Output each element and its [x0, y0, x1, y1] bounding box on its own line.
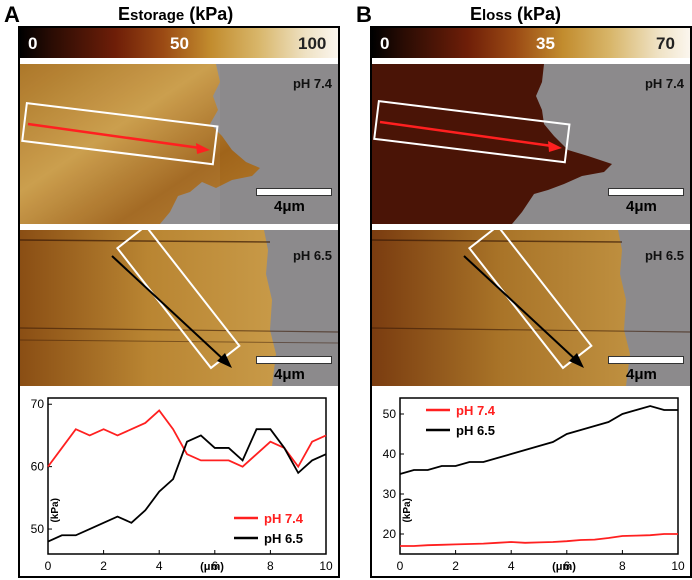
panel-title-b: Eloss (kPa)	[470, 4, 561, 25]
colorbar-loss-mid: 35	[536, 34, 555, 53]
title-b-unit: (kPa)	[512, 4, 562, 24]
scale-bar-storage-ph65	[256, 356, 332, 364]
y-tick-label: 20	[383, 527, 397, 541]
afm-image-storage-ph74: pH 7.4 4μm	[20, 64, 338, 224]
chart-loss: 0 2 4 6 8 10 20 30 40 50 (μm) (kPa) pH 7.4 pH 6.5	[383, 397, 685, 573]
cell-region-storage-ph74	[20, 64, 260, 224]
series-line-ph74	[47, 409, 327, 469]
panel-letter-a: A	[4, 2, 20, 27]
legend-label: pH 6.5	[456, 423, 495, 438]
plot-area	[47, 397, 327, 555]
profile-arrow-storage-ph74	[27, 122, 210, 154]
x-tick-label: 0	[397, 559, 404, 573]
x-tick-label: 10	[671, 559, 685, 573]
colorbar-storage-labels: 0 50 100	[20, 28, 338, 58]
x-tick-label: 6	[211, 559, 218, 573]
y-tick-label: 60	[31, 460, 45, 474]
colorbar-storage	[20, 28, 338, 58]
x-tick-label: 6	[563, 559, 570, 573]
x-axis-label: (μm)	[552, 561, 576, 573]
colorbar-loss-labels: 0 35 70	[372, 28, 690, 58]
title-a-unit: (kPa)	[184, 4, 234, 24]
scale-bar-storage-ph74	[256, 188, 332, 196]
legend-label: pH 6.5	[264, 531, 303, 546]
colorbar-loss-min: 0	[380, 34, 390, 53]
scale-label-storage-ph74: 4μm	[274, 198, 305, 215]
title-b-sub: loss	[482, 7, 513, 24]
title-a-sub: storage	[130, 7, 185, 24]
panel-letter-b: B	[356, 2, 372, 27]
cell-region-storage-ph65	[20, 230, 338, 386]
series-line-ph74	[400, 533, 678, 547]
x-tick-label: 0	[45, 559, 52, 573]
label-ph74-storage: pH 7.4	[292, 76, 332, 91]
colorbar-loss	[372, 28, 690, 58]
y-axis-label: (kPa)	[402, 498, 413, 522]
scale-label-storage-ph65: 4μm	[274, 366, 305, 383]
afm-image-loss-ph74: pH 7.4 4μm	[372, 64, 690, 224]
profile-arrow-storage-ph65	[111, 255, 232, 368]
x-tick-label: 10	[319, 559, 333, 573]
x-tick-label: 8	[267, 559, 274, 573]
y-tick-label: 30	[383, 487, 397, 501]
panel-title-a: Estorage (kPa)	[118, 4, 233, 25]
x-tick-label: 4	[508, 559, 515, 573]
y-tick-label: 70	[31, 397, 45, 411]
colorbar-storage-max: 100	[298, 34, 327, 53]
scale-bar-loss-ph65	[608, 356, 684, 364]
colorbar-loss-max: 70	[656, 34, 675, 53]
cell-region-loss-ph74	[372, 64, 612, 224]
label-ph74-loss: pH 7.4	[644, 76, 684, 91]
scale-bar-loss-ph74	[608, 188, 684, 196]
afm-image-loss-ph65: pH 6.5 4μm	[372, 230, 690, 386]
x-tick-label: 8	[619, 559, 626, 573]
chart-storage: 0 2 4 6 8 10 50 60 70 (μm) (kPa) pH 7.4 pH 6.5	[31, 397, 333, 573]
legend-label: pH 7.4	[264, 511, 304, 526]
x-tick-label: 2	[100, 559, 107, 573]
label-ph65-storage: pH 6.5	[292, 248, 332, 263]
scale-label-loss-ph65: 4μm	[626, 366, 657, 383]
x-axis-label: (μm)	[200, 561, 224, 573]
series-line-ph65	[399, 405, 678, 475]
colorbar-storage-min: 0	[28, 34, 38, 53]
y-axis-label: (kPa)	[50, 498, 61, 522]
title-b-main: E	[470, 4, 483, 24]
profile-arrow-loss-ph65	[463, 255, 584, 368]
y-tick-label: 50	[31, 522, 45, 536]
title-a-main: E	[118, 4, 131, 24]
plot-area	[399, 397, 679, 555]
x-tick-label: 2	[452, 559, 459, 573]
y-tick-label: 40	[383, 447, 397, 461]
colorbar-storage-mid: 50	[170, 34, 189, 53]
afm-image-storage-ph65: pH 6.5 4μm	[20, 230, 338, 386]
label-ph65-loss: pH 6.5	[644, 248, 684, 263]
y-tick-label: 50	[383, 407, 397, 421]
x-tick-label: 4	[156, 559, 163, 573]
legend-label: pH 7.4	[456, 403, 496, 418]
series-line-ph65	[47, 428, 327, 543]
scale-label-loss-ph74: 4μm	[626, 198, 657, 215]
cell-region-loss-ph65	[372, 230, 690, 386]
profile-arrow-loss-ph74	[379, 120, 562, 152]
